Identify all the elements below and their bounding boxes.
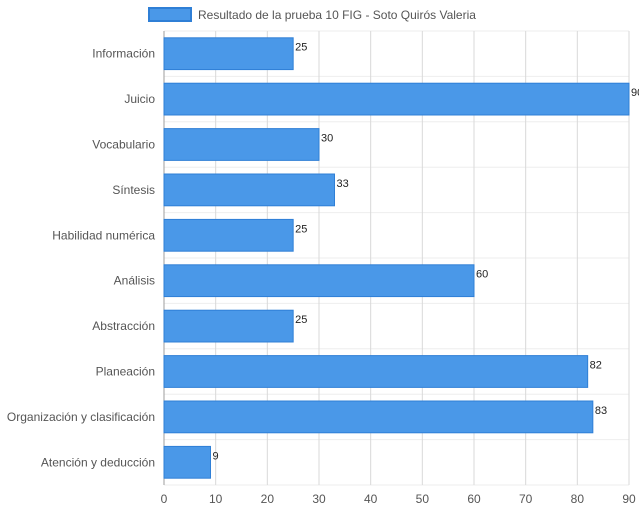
category-label: Abstracción bbox=[92, 319, 155, 333]
x-tick-label: 0 bbox=[161, 492, 168, 506]
x-tick-label: 50 bbox=[416, 492, 430, 506]
data-label: 83 bbox=[595, 405, 607, 417]
data-label: 30 bbox=[321, 133, 333, 145]
data-labels: 25 90 30 33 25 60 25 82 83 9 bbox=[213, 42, 639, 463]
bar[interactable] bbox=[163, 264, 475, 298]
data-label: 82 bbox=[590, 360, 602, 372]
category-label: Juicio bbox=[124, 92, 155, 106]
x-tick-label: 60 bbox=[467, 492, 481, 506]
bar[interactable] bbox=[163, 355, 589, 388]
bar[interactable] bbox=[163, 400, 594, 434]
legend[interactable]: Resultado de la prueba 10 FIG - Soto Qui… bbox=[148, 7, 476, 22]
x-tick-label: 40 bbox=[364, 492, 378, 506]
x-tick-label: 20 bbox=[261, 492, 275, 506]
category-label: Atención y deducción bbox=[41, 455, 155, 469]
category-labels: Información Juicio Vocabulario Síntesis Habi… bbox=[7, 47, 155, 470]
category-label: Análisis bbox=[114, 274, 155, 288]
data-label: 90 bbox=[631, 87, 639, 99]
data-label: 25 bbox=[295, 314, 307, 326]
data-label: 25 bbox=[295, 42, 307, 54]
bars bbox=[163, 37, 630, 479]
x-tick-label: 30 bbox=[312, 492, 326, 506]
category-label: Vocabulario bbox=[92, 138, 155, 152]
category-label: Información bbox=[92, 47, 155, 61]
data-label: 9 bbox=[213, 450, 219, 462]
data-label: 25 bbox=[295, 223, 307, 235]
data-label: 60 bbox=[476, 269, 488, 281]
category-label: Planeación bbox=[96, 365, 155, 379]
category-label: Habilidad numérica bbox=[52, 228, 155, 242]
x-tick-label: 70 bbox=[519, 492, 533, 506]
data-label: 33 bbox=[337, 178, 349, 190]
x-tick-label: 10 bbox=[209, 492, 223, 506]
bar[interactable] bbox=[163, 37, 294, 71]
x-tick-label: 80 bbox=[571, 492, 585, 506]
bar[interactable] bbox=[163, 309, 294, 343]
legend-swatch[interactable] bbox=[148, 7, 192, 22]
bar[interactable] bbox=[163, 82, 630, 116]
x-axis-ticks: 0 10 20 30 40 50 60 70 80 90 bbox=[161, 492, 636, 506]
category-label: Organización y clasificación bbox=[7, 410, 155, 424]
x-tick-label: 90 bbox=[622, 492, 636, 506]
bar[interactable] bbox=[163, 218, 294, 252]
bar[interactable] bbox=[163, 445, 211, 479]
bar[interactable] bbox=[163, 128, 320, 161]
category-label: Síntesis bbox=[112, 183, 155, 197]
legend-label[interactable]: Resultado de la prueba 10 FIG - Soto Qui… bbox=[198, 8, 476, 22]
bar[interactable] bbox=[163, 173, 335, 207]
